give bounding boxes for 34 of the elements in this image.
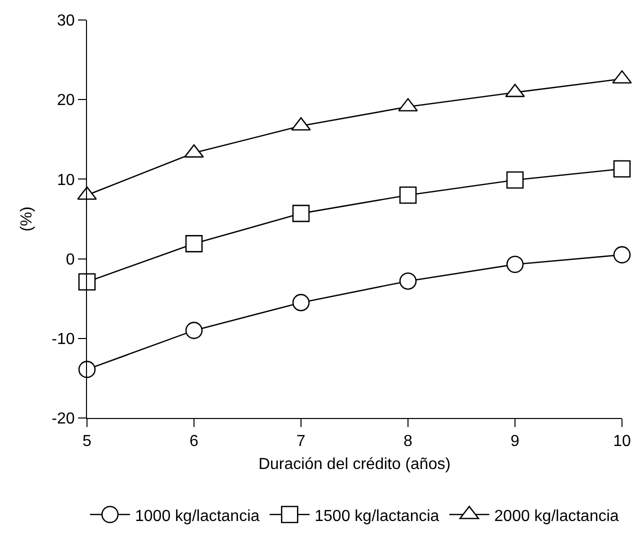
x-tick-label: 8: [404, 433, 413, 450]
point: [78, 273, 96, 291]
x-axis-title: Duración del crédito (años): [258, 456, 451, 473]
x-tick-label: 7: [296, 433, 306, 450]
x-tick-label: 5: [82, 433, 92, 450]
x-tick-label: 10: [613, 433, 631, 450]
point: [291, 117, 311, 131]
y-axis-title: (%): [18, 206, 36, 232]
y-tick-label: 30: [57, 12, 75, 30]
y-tick-label: 0: [66, 251, 75, 268]
x-tick-label: 6: [190, 433, 199, 450]
point: [185, 235, 203, 252]
y-tick-label: 20: [57, 92, 75, 110]
legend-label: 1000 kg/lactancia: [135, 508, 260, 525]
point: [505, 84, 525, 98]
y-tick-label: -10: [52, 331, 75, 348]
y-tick-label: 10: [57, 172, 75, 189]
point: [399, 272, 417, 290]
point: [77, 186, 97, 200]
point: [399, 186, 417, 204]
legend-label: 2000 kg/lactancia: [494, 508, 619, 525]
point: [78, 360, 96, 378]
point: [613, 160, 631, 178]
legend-label: 1500 kg/lactancia: [314, 508, 440, 525]
x-tick-label: 9: [510, 433, 520, 450]
point: [506, 171, 524, 189]
point: [613, 246, 631, 264]
point: [292, 294, 310, 312]
point: [612, 70, 632, 84]
point: [185, 322, 203, 340]
point: [184, 144, 204, 158]
point: [506, 256, 524, 274]
y-tick-label: -20: [52, 410, 75, 428]
point: [292, 204, 310, 222]
